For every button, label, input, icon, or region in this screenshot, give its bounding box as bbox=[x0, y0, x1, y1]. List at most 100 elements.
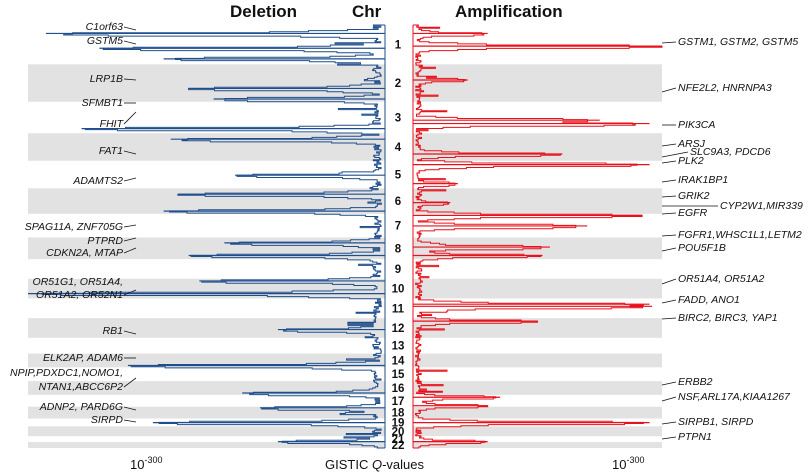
deletion-band-chr-16 bbox=[28, 381, 385, 395]
amplification-leader-line bbox=[661, 160, 677, 164]
deletion-gene-label: CDKN2A, MTAP bbox=[46, 247, 123, 259]
deletion-leader-line bbox=[123, 289, 137, 296]
deletion-gene-label: NTAN1,ABCC6P2 bbox=[39, 381, 124, 393]
amplification-leader-line bbox=[661, 381, 677, 386]
deletion-gene-label: SPAG11A, ZNF705G bbox=[25, 221, 123, 233]
deletion-leader-line bbox=[123, 26, 137, 31]
amplification-gene-label: FADD, ANO1 bbox=[678, 294, 740, 306]
amplification-leader-line bbox=[661, 195, 677, 198]
deletion-title: Deletion bbox=[230, 2, 297, 21]
deletion-leader-line bbox=[123, 177, 137, 182]
amplification-leader-line bbox=[661, 212, 677, 215]
amplification-gene-label: PTPN1 bbox=[678, 431, 712, 443]
deletion-leader-line bbox=[123, 78, 137, 81]
deletion-gene-label: OR51A2, OR52N1 bbox=[36, 289, 123, 301]
amplification-gene-label: EGFR bbox=[678, 207, 708, 219]
deletion-gene-label: SFMBT1 bbox=[82, 97, 123, 109]
amplification-gene-label: SIRPB1, SIRPD bbox=[678, 416, 754, 428]
deletion-leader-line bbox=[123, 406, 137, 411]
chr-label-20: 20 bbox=[392, 426, 405, 438]
chr-label-5: 5 bbox=[395, 170, 402, 182]
amplification-band-chr-18 bbox=[413, 406, 662, 419]
amplification-gene-label: FGFR1,WHSC1L1,LETM2 bbox=[678, 229, 802, 241]
amplification-trace bbox=[413, 24, 663, 449]
amplification-leader-line bbox=[661, 41, 677, 44]
deletion-gene-label: ADAMTS2 bbox=[72, 175, 123, 187]
deletion-gene-label: LRP1B bbox=[90, 73, 123, 85]
deletion-gene-label: OR51G1, OR51A4, bbox=[33, 276, 123, 288]
amplification-leader-line bbox=[661, 317, 677, 320]
amplification-leader-line bbox=[661, 87, 677, 93]
amplification-gene-label: ERBB2 bbox=[678, 376, 713, 388]
amplification-band-chr-16 bbox=[413, 381, 662, 395]
amplification-gene-label: CYP2W1,MIR339 bbox=[720, 200, 803, 212]
amplification-gene-label: NFE2L2, HNRNPA3 bbox=[678, 82, 772, 94]
chr-label-21: 21 bbox=[392, 434, 405, 446]
deletion-leader-line bbox=[123, 237, 137, 242]
deletion-gene-label: ADNP2, PARD6G bbox=[39, 401, 123, 413]
chr-label-1: 1 bbox=[395, 40, 402, 52]
deletion-band-chr-2 bbox=[28, 64, 385, 102]
chr-label-11: 11 bbox=[392, 303, 405, 315]
chr-label-17: 17 bbox=[392, 396, 405, 408]
deletion-leader-line bbox=[123, 150, 137, 155]
amplification-band-chr-6 bbox=[413, 188, 662, 214]
amplification-gene-label: GSTM1, GSTM2, GSTM5 bbox=[678, 36, 798, 48]
chr-label-19: 19 bbox=[392, 417, 405, 429]
amplification-gene-label: GRIK2 bbox=[678, 190, 710, 202]
deletion-gene-label: NPIP,PDXDC1,NOMO1, bbox=[10, 367, 123, 379]
amplification-leader-line bbox=[661, 299, 677, 304]
deletion-leader-line bbox=[123, 419, 137, 423]
deletion-gene-label: SIRPD bbox=[91, 414, 124, 426]
amplification-axis-min-label: 10-300 bbox=[612, 455, 644, 472]
amplification-leader-line bbox=[661, 151, 689, 158]
chr-label-2: 2 bbox=[395, 78, 401, 90]
deletion-leader-line bbox=[123, 330, 137, 335]
chr-label-8: 8 bbox=[395, 243, 402, 255]
amplification-leader-line bbox=[661, 247, 677, 252]
deletion-leader-line bbox=[123, 247, 137, 254]
amplification-gene-label: SLC9A3, PDCD6 bbox=[690, 146, 771, 158]
chr-label-3: 3 bbox=[395, 112, 401, 124]
amplification-gene-label: IRAK1BP1 bbox=[678, 174, 728, 186]
chr-label-14: 14 bbox=[392, 355, 405, 367]
deletion-gene-label: C1orf63 bbox=[86, 21, 124, 33]
chr-label-6: 6 bbox=[395, 196, 401, 208]
amplification-band-chr-14 bbox=[413, 353, 662, 368]
amplification-leader-line bbox=[661, 436, 677, 440]
deletion-leader-line bbox=[123, 224, 137, 228]
amplification-gene-label: NSF,ARL17A,KIAA1267 bbox=[678, 391, 791, 403]
amplification-band-chr-22 bbox=[413, 442, 662, 448]
chr-label-4: 4 bbox=[395, 142, 402, 154]
deletion-leader-line bbox=[123, 111, 137, 125]
chr-label-10: 10 bbox=[392, 284, 405, 296]
amplification-series bbox=[413, 24, 663, 449]
deletion-leader-line bbox=[123, 377, 137, 388]
amplification-leader-line bbox=[661, 396, 677, 402]
amplification-band-chr-2 bbox=[413, 64, 662, 102]
deletion-gene-label: FAT1 bbox=[99, 145, 123, 157]
amplification-gene-label: POU5F1B bbox=[678, 242, 726, 254]
amplification-gene-label: PLK2 bbox=[678, 155, 704, 167]
amplification-leader-line bbox=[661, 143, 677, 147]
amplification-title: Amplification bbox=[455, 2, 563, 21]
chr-label-16: 16 bbox=[392, 383, 405, 395]
amplification-band-chr-20 bbox=[413, 426, 662, 437]
deletion-gene-label: PTPRD bbox=[87, 235, 123, 247]
deletion-band-chr-20 bbox=[28, 426, 385, 437]
amplification-leader-line bbox=[661, 421, 677, 425]
deletion-band-chr-18 bbox=[28, 406, 385, 419]
amplification-band-chr-10 bbox=[413, 278, 662, 299]
deletion-axis-min-label: 10-300 bbox=[130, 455, 162, 472]
chr-label-7: 7 bbox=[395, 221, 401, 233]
amplification-gene-label: ARSJ bbox=[677, 138, 706, 150]
amplification-gene-label: PIK3CA bbox=[678, 119, 715, 131]
chr-label-18: 18 bbox=[392, 408, 405, 420]
chr-title: Chr bbox=[352, 2, 382, 21]
deletion-band-chr-22 bbox=[28, 442, 385, 448]
amplification-gene-label: BIRC2, BIRC3, YAP1 bbox=[678, 312, 778, 324]
deletion-trace bbox=[41, 24, 385, 449]
deletion-band-chr-14 bbox=[28, 353, 385, 368]
